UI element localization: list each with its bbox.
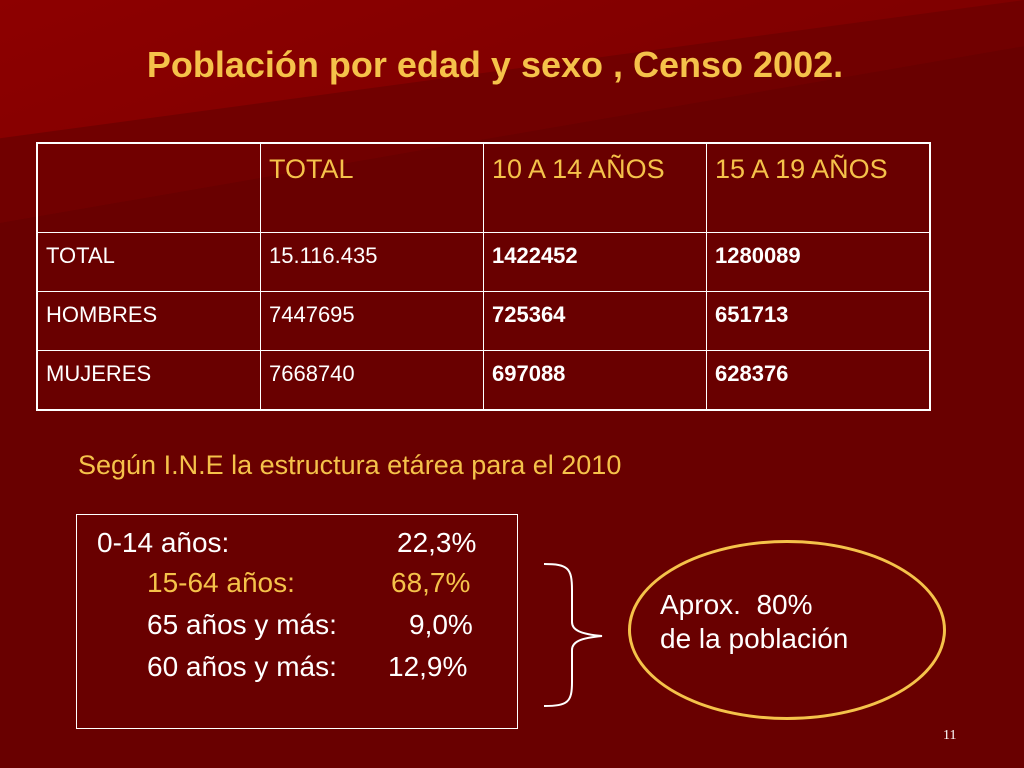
age-value-60-plus: 12,9%: [388, 651, 468, 682]
source-e: E: [205, 450, 224, 480]
row-label: HOMBRES: [36, 291, 261, 351]
age-value-65-plus: 9,0%: [409, 609, 473, 640]
age-structure-box: 0-14 años: 22,3% 15-64 años: 68,7% 65 añ…: [76, 514, 518, 729]
table-row-hombres: HOMBRES 7447695 725364 651713: [36, 291, 931, 351]
source-prefix: Según I.N.: [78, 450, 206, 480]
source-text: Según I.N.E la estructura etárea para el…: [78, 450, 621, 481]
cell-15-19: 1280089: [706, 232, 931, 292]
age-label-0-14: 0-14 años:: [97, 527, 230, 558]
source-suffix: la estructura etárea para el 2010: [223, 450, 622, 480]
cell-total: 7447695: [260, 291, 484, 351]
header-cell-15-19: 15 A 19 AÑOS: [706, 142, 931, 233]
slide-title: Población por edad y sexo , Censo 2002.: [146, 44, 844, 85]
cell-total: 7668740: [260, 350, 484, 411]
cell-15-19: 628376: [706, 350, 931, 411]
page-number: 11: [943, 728, 957, 743]
cell-15-19: 651713: [706, 291, 931, 351]
cell-total: 15.116.435: [260, 232, 484, 292]
census-table: TOTAL 10 A 14 AÑOS 15 A 19 AÑOS TOTAL 15…: [36, 142, 931, 411]
row-label: TOTAL: [36, 232, 261, 292]
table-row-mujeres: MUJERES 7668740 697088 628376: [36, 350, 931, 411]
cell-10-14: 697088: [483, 350, 707, 411]
curly-brace-icon: [543, 563, 603, 707]
callout-text: Aprox. 80% de la población: [660, 588, 848, 655]
table-header-row: TOTAL 10 A 14 AÑOS 15 A 19 AÑOS: [36, 142, 931, 233]
header-cell-total: TOTAL: [260, 142, 484, 233]
age-label-60-plus: 60 años y más:: [147, 651, 337, 682]
header-cell-10-14: 10 A 14 AÑOS: [483, 142, 707, 233]
callout-line-2: de la población: [660, 622, 849, 654]
cell-10-14: 1422452: [483, 232, 707, 292]
age-label-15-64: 15-64 años:: [147, 567, 295, 598]
callout-line-1: Aprox. 80%: [660, 589, 813, 620]
age-value-15-64: 68,7%: [391, 567, 471, 598]
callout-ellipse: [628, 540, 946, 720]
row-label: MUJERES: [36, 350, 261, 411]
cell-10-14: 725364: [483, 291, 707, 351]
header-cell-empty: [36, 142, 261, 233]
table-row-total: TOTAL 15.116.435 1422452 1280089: [36, 232, 931, 292]
age-value-0-14: 22,3%: [397, 527, 477, 558]
age-label-65-plus: 65 años y más:: [147, 609, 337, 640]
